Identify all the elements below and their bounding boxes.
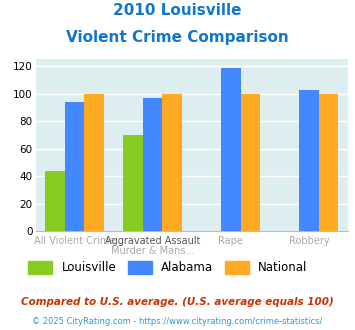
Text: Murder & Mans...: Murder & Mans... [111,246,195,256]
Bar [45,171,65,231]
Bar [241,94,260,231]
Bar [84,94,104,231]
Bar [221,68,241,231]
Text: Compared to U.S. average. (U.S. average equals 100): Compared to U.S. average. (U.S. average … [21,297,334,307]
Bar [319,94,338,231]
Text: All Violent Crime: All Violent Crime [34,236,115,246]
Bar [163,94,182,231]
Text: Robbery: Robbery [289,236,329,246]
Text: Rape: Rape [218,236,243,246]
Bar [299,90,319,231]
Legend: Louisville, Alabama, National: Louisville, Alabama, National [24,257,312,279]
Text: Violent Crime Comparison: Violent Crime Comparison [66,30,289,45]
Text: Aggravated Assault: Aggravated Assault [105,236,201,246]
Text: © 2025 CityRating.com - https://www.cityrating.com/crime-statistics/: © 2025 CityRating.com - https://www.city… [32,317,323,326]
Bar [65,102,84,231]
Bar [143,98,163,231]
Bar [124,135,143,231]
Text: 2010 Louisville: 2010 Louisville [113,3,242,18]
